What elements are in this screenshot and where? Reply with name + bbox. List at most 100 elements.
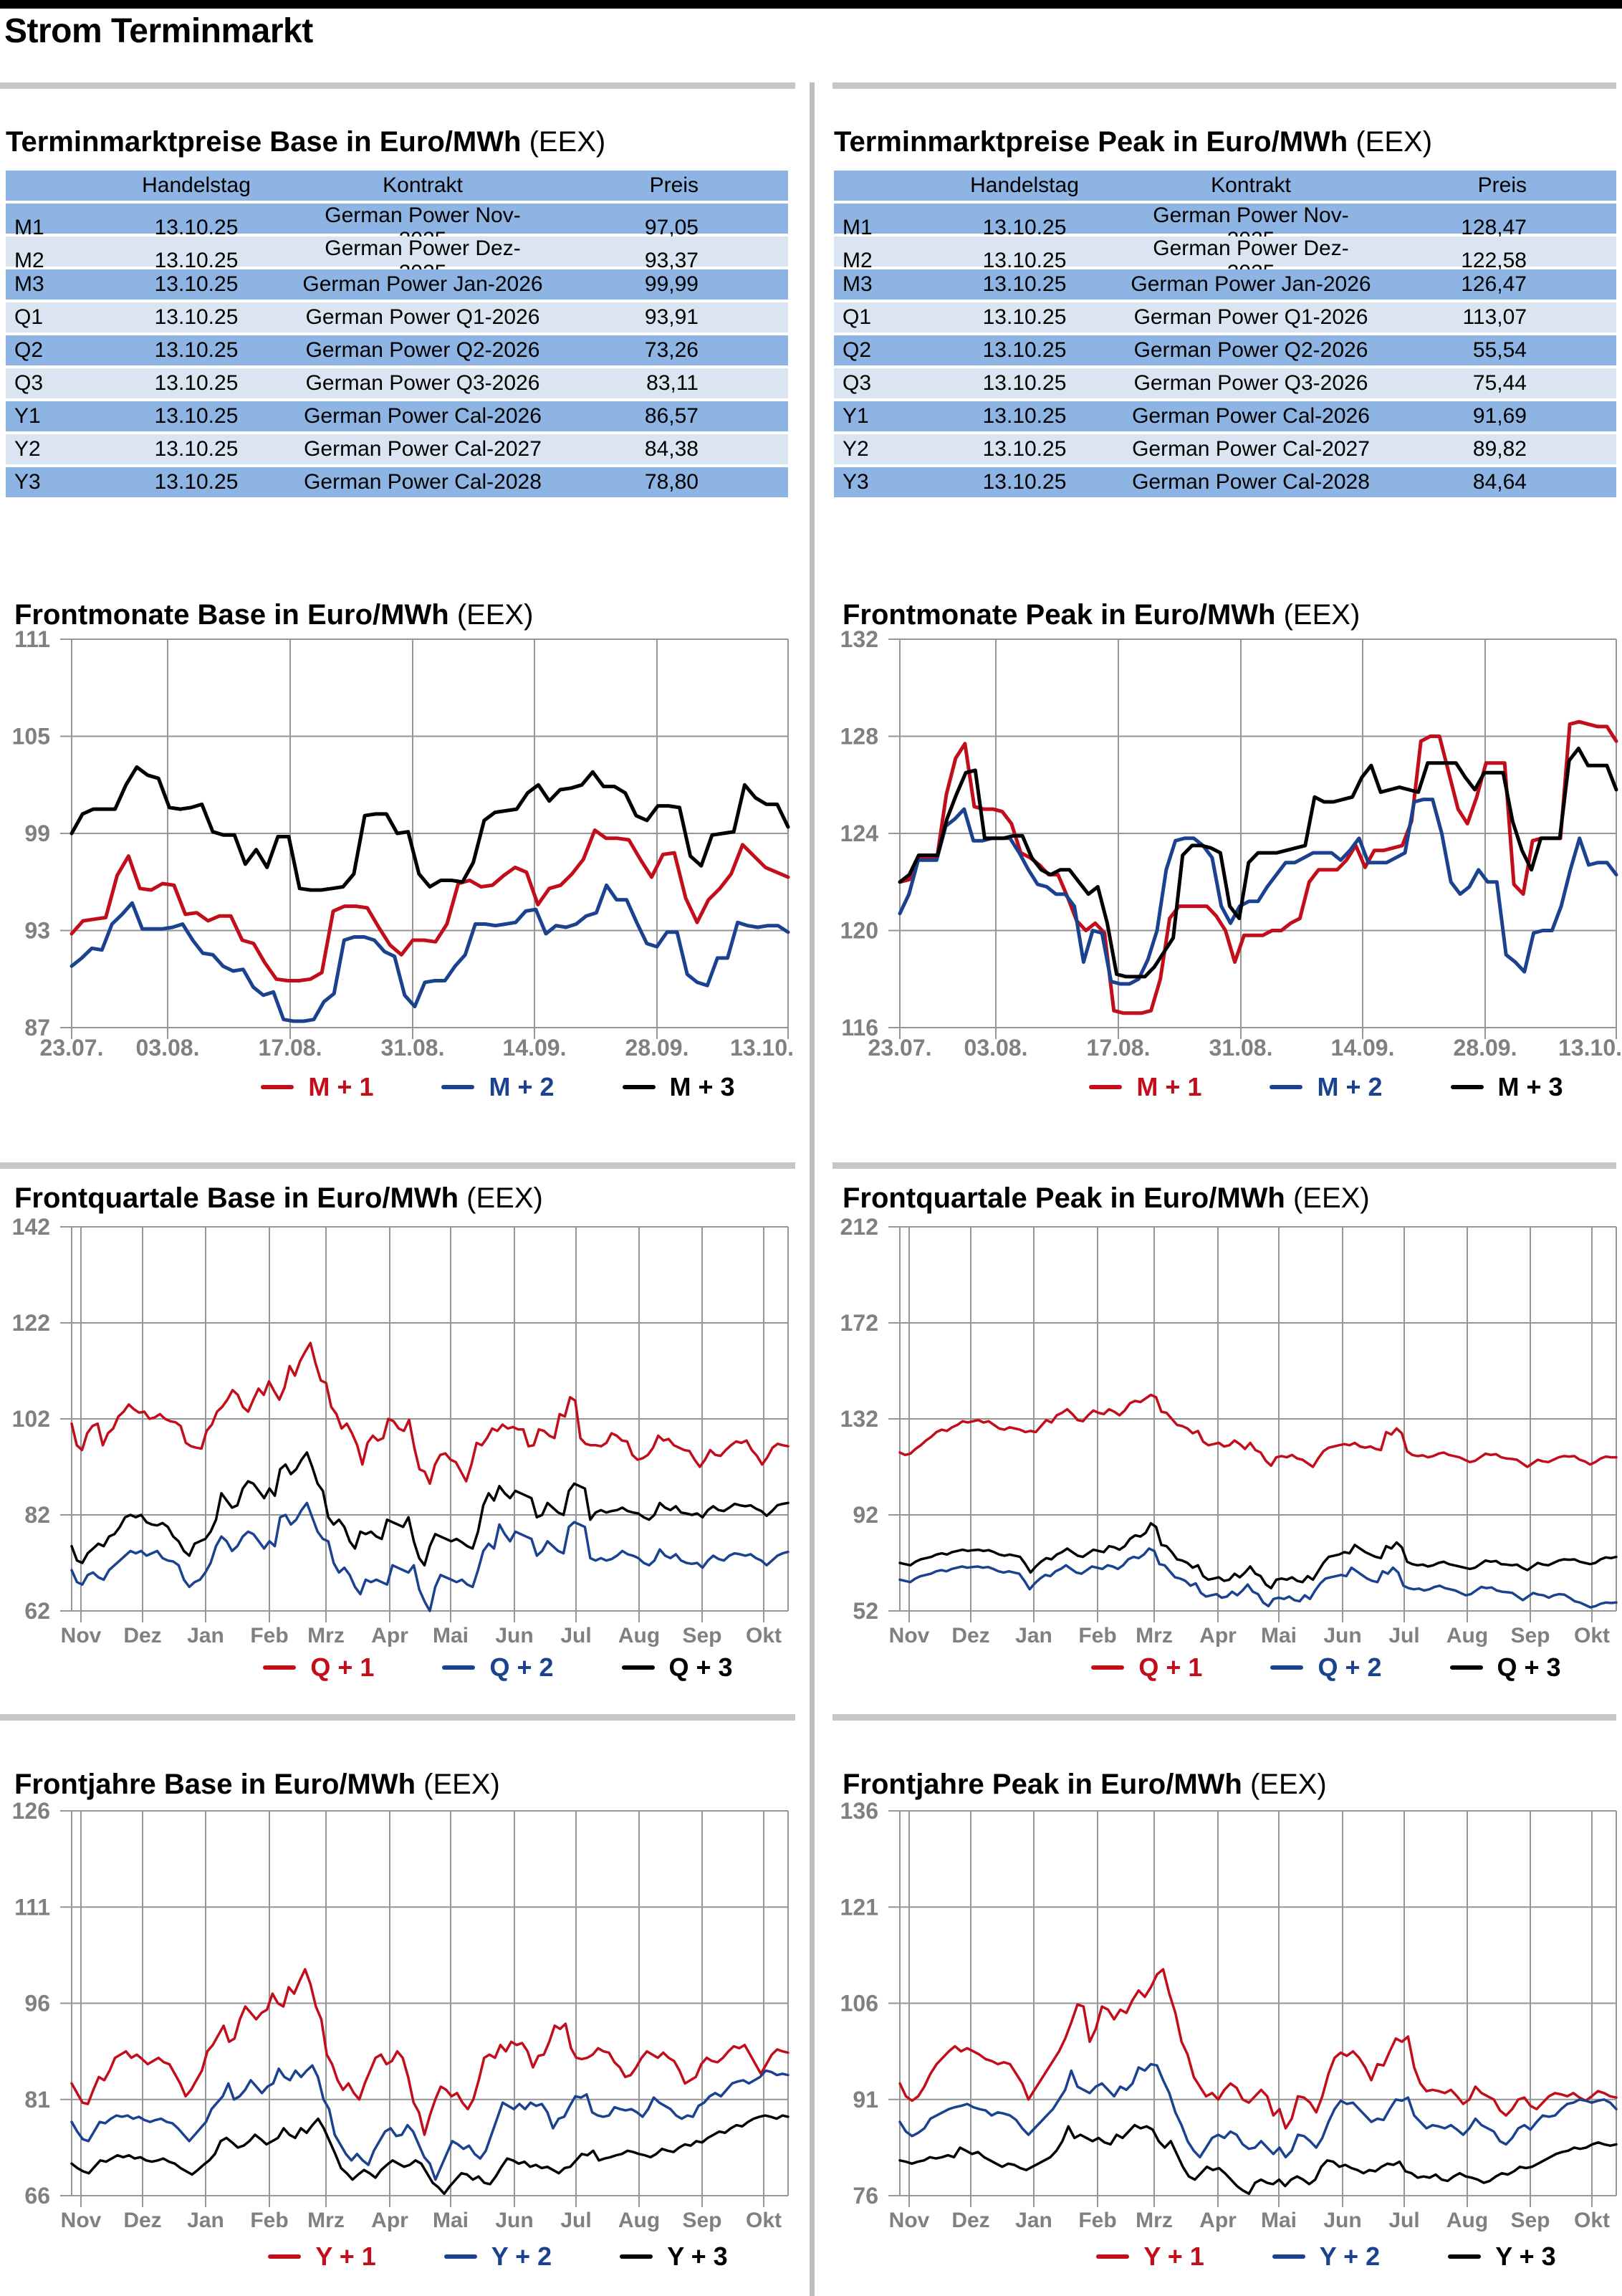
- legend-label: M + 1: [1136, 1072, 1202, 1101]
- page-title: Strom Terminmarkt: [4, 12, 313, 50]
- legend-item: Y + 1: [1096, 2242, 1204, 2272]
- svg-text:23.07.: 23.07.: [40, 1035, 104, 1061]
- legend-swatch: [622, 1085, 656, 1089]
- svg-text:106: 106: [840, 1991, 878, 2017]
- table-row: Y2 13.10.25 German Power Cal-2027 89,82: [834, 434, 1616, 464]
- table-row: Q1 13.10.25 German Power Q1-2026 113,07: [834, 302, 1616, 333]
- table-peak: Handelstag Kontrakt Preis M1 13.10.25 Ge…: [834, 171, 1616, 497]
- svg-text:Jul: Jul: [1388, 1624, 1419, 1647]
- top-rule: [0, 0, 1622, 9]
- contract: German Power Jan-2026: [1131, 272, 1371, 296]
- svg-text:Jan: Jan: [187, 2209, 224, 2232]
- legend-swatch: [1089, 1085, 1123, 1089]
- trade-date: 13.10.25: [154, 470, 239, 494]
- legend-swatch: [443, 2254, 477, 2259]
- trade-date: 13.10.25: [982, 305, 1067, 329]
- series-line-frontjahre-base-Y+3: [70, 2114, 790, 2196]
- row-label: Y2: [843, 437, 869, 461]
- table-peak-title: Terminmarktpreise Peak in Euro/MWh (EEX): [834, 126, 1432, 158]
- column-divider: [810, 82, 815, 2296]
- svg-text:81: 81: [24, 2087, 50, 2113]
- col-header-handelstag: Handelstag: [142, 173, 251, 197]
- svg-text:Mai: Mai: [1261, 2209, 1297, 2232]
- table-row: Y1 13.10.25 German Power Cal-2026 91,69: [834, 401, 1616, 431]
- svg-text:Aug: Aug: [618, 1624, 660, 1647]
- svg-text:Feb: Feb: [250, 1624, 288, 1647]
- legend-item: Y + 3: [620, 2242, 728, 2272]
- svg-text:Okt: Okt: [746, 2209, 782, 2232]
- chart-title-suffix: (EEX): [456, 599, 534, 631]
- table-row: Q2 13.10.25 German Power Q2-2026 73,26: [6, 335, 788, 365]
- svg-text:212: 212: [840, 1214, 878, 1240]
- contract: German Power Q2-2026: [1133, 338, 1368, 362]
- row-label: Q1: [843, 305, 872, 329]
- contract: German Power Q1-2026: [1133, 305, 1368, 329]
- legend-swatch: [442, 1665, 476, 1670]
- chart-title-frontjahre-peak: Frontjahre Peak in Euro/MWh (EEX): [843, 1769, 1327, 1801]
- table-row: Q2 13.10.25 German Power Q2-2026 55,54: [834, 335, 1616, 365]
- chart-title-frontjahre-base: Frontjahre Base in Euro/MWh (EEX): [14, 1769, 500, 1801]
- trade-date: 13.10.25: [154, 338, 239, 362]
- chart-title-suffix: (EEX): [1249, 1769, 1327, 1800]
- svg-text:52: 52: [853, 1598, 878, 1624]
- legend-label: Y + 1: [315, 2242, 376, 2271]
- row-label: M2: [843, 249, 873, 272]
- svg-text:Jun: Jun: [495, 2209, 533, 2232]
- series-line-frontquartale-peak-Q+2: [898, 1547, 1618, 1609]
- legend-swatch: [620, 2254, 653, 2259]
- series-line-frontmonate-base-M+3: [69, 765, 790, 892]
- svg-text:122: 122: [12, 1310, 50, 1336]
- legend-swatch: [1272, 2254, 1305, 2259]
- svg-text:91: 91: [853, 2087, 878, 2113]
- series-line-frontjahre-peak-Y+1: [898, 1968, 1618, 2130]
- legend-item: Y + 1: [268, 2242, 376, 2272]
- svg-text:142: 142: [12, 1214, 50, 1240]
- price: 113,07: [1462, 305, 1527, 329]
- price: 93,37: [644, 249, 699, 272]
- legend-label: Q + 1: [310, 1652, 375, 1682]
- svg-text:Mrz: Mrz: [307, 2209, 345, 2232]
- svg-text:Okt: Okt: [1574, 1624, 1610, 1647]
- row-label: Q3: [14, 371, 44, 395]
- svg-text:Jul: Jul: [1388, 2209, 1419, 2232]
- svg-text:03.08.: 03.08.: [964, 1035, 1028, 1061]
- svg-text:120: 120: [840, 918, 878, 944]
- contract: German Power Cal-2028: [304, 470, 542, 494]
- section-divider: [0, 1162, 795, 1169]
- legend-swatch: [261, 1085, 294, 1089]
- legend-label: M + 2: [489, 1072, 555, 1101]
- col-header-preis: Preis: [1477, 173, 1527, 197]
- row-label: Y2: [14, 437, 41, 461]
- svg-text:Mrz: Mrz: [1136, 1624, 1173, 1647]
- svg-text:136: 136: [840, 1798, 878, 1824]
- chart-frontquartale-base: 142 122 102 82 62 Nov Dez Jan Feb Mrz Apr Mai Jun Jul…: [12, 1214, 790, 1647]
- svg-text:Mrz: Mrz: [1136, 2209, 1173, 2232]
- svg-text:17.08.: 17.08.: [1087, 1035, 1151, 1061]
- svg-text:Aug: Aug: [1446, 1624, 1488, 1647]
- svg-text:Dez: Dez: [951, 1624, 989, 1647]
- svg-text:14.09.: 14.09.: [1331, 1035, 1395, 1061]
- legend-item: Y + 3: [1448, 2242, 1556, 2272]
- legend-frontmonate-base: M + 1 M + 2 M + 3: [140, 1072, 856, 1102]
- trade-date: 13.10.25: [154, 437, 239, 461]
- svg-text:Apr: Apr: [371, 2209, 408, 2232]
- col-header-handelstag: Handelstag: [970, 173, 1079, 197]
- svg-text:Jul: Jul: [560, 1624, 591, 1647]
- svg-text:31.08.: 31.08.: [381, 1035, 445, 1061]
- chart-title-text: Frontjahre Base in Euro/MWh: [14, 1769, 416, 1800]
- table-header-row: Handelstag Kontrakt Preis: [6, 171, 788, 201]
- price: 122,58: [1461, 249, 1527, 272]
- svg-text:Mrz: Mrz: [307, 1624, 345, 1647]
- chart-title-frontquartale-base: Frontquartale Base in Euro/MWh (EEX): [14, 1182, 543, 1215]
- chart-title-frontmonate-peak: Frontmonate Peak in Euro/MWh (EEX): [843, 599, 1360, 631]
- section-divider: [832, 1714, 1616, 1721]
- svg-text:Feb: Feb: [1078, 1624, 1116, 1647]
- legend-label: Q + 3: [668, 1652, 733, 1682]
- svg-text:Jan: Jan: [1015, 1624, 1052, 1647]
- chart-title-text: Frontquartale Peak in Euro/MWh: [843, 1182, 1285, 1214]
- svg-text:111: 111: [14, 1894, 50, 1920]
- svg-text:Jan: Jan: [1015, 2209, 1052, 2232]
- row-label: Q3: [843, 371, 872, 395]
